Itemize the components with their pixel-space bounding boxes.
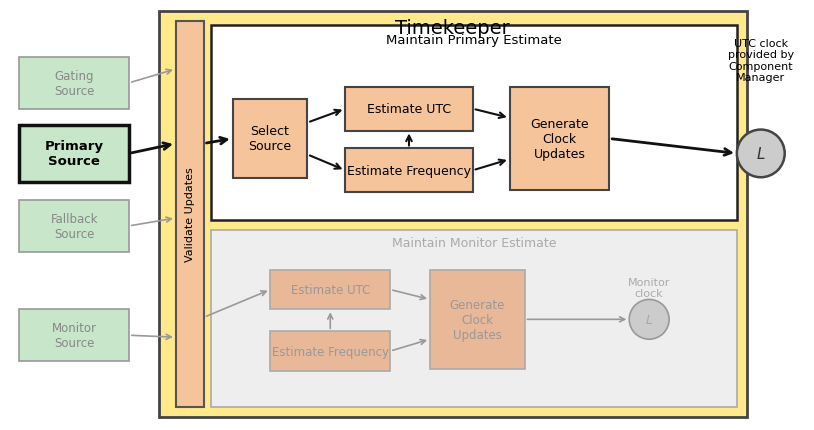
Text: Estimate UTC: Estimate UTC bbox=[367, 103, 451, 116]
FancyBboxPatch shape bbox=[20, 201, 129, 252]
Text: Validate Updates: Validate Updates bbox=[185, 167, 195, 262]
Text: UTC clock
provided by
Component
Manager: UTC clock provided by Component Manager bbox=[728, 39, 794, 83]
FancyBboxPatch shape bbox=[20, 310, 129, 361]
FancyBboxPatch shape bbox=[270, 332, 390, 371]
Text: Select
Source: Select Source bbox=[248, 125, 291, 153]
FancyBboxPatch shape bbox=[159, 12, 746, 417]
FancyBboxPatch shape bbox=[211, 26, 737, 221]
Circle shape bbox=[629, 300, 669, 339]
Text: Primary
Source: Primary Source bbox=[45, 140, 103, 168]
Text: Gating
Source: Gating Source bbox=[54, 70, 94, 98]
Text: Timekeeper: Timekeeper bbox=[396, 18, 510, 38]
FancyBboxPatch shape bbox=[345, 149, 473, 193]
Text: L: L bbox=[756, 147, 765, 162]
FancyBboxPatch shape bbox=[430, 270, 524, 369]
Text: Generate
Clock
Updates: Generate Clock Updates bbox=[530, 118, 589, 161]
Text: Maintain Primary Estimate: Maintain Primary Estimate bbox=[386, 34, 562, 46]
FancyBboxPatch shape bbox=[510, 88, 610, 191]
FancyBboxPatch shape bbox=[270, 270, 390, 310]
FancyBboxPatch shape bbox=[233, 99, 308, 179]
Text: Estimate Frequency: Estimate Frequency bbox=[347, 164, 471, 177]
Circle shape bbox=[737, 130, 785, 178]
FancyBboxPatch shape bbox=[211, 230, 737, 407]
Text: Generate
Clock
Updates: Generate Clock Updates bbox=[449, 298, 505, 341]
Text: Monitor
Source: Monitor Source bbox=[51, 322, 97, 350]
FancyBboxPatch shape bbox=[176, 22, 204, 407]
Text: L: L bbox=[646, 313, 653, 326]
Text: Estimate UTC: Estimate UTC bbox=[291, 283, 370, 296]
Text: Maintain Monitor Estimate: Maintain Monitor Estimate bbox=[392, 237, 556, 250]
FancyBboxPatch shape bbox=[20, 58, 129, 109]
FancyBboxPatch shape bbox=[20, 125, 129, 183]
Text: Fallback
Source: Fallback Source bbox=[50, 212, 98, 240]
Text: Estimate Frequency: Estimate Frequency bbox=[272, 345, 389, 358]
FancyBboxPatch shape bbox=[345, 88, 473, 131]
Text: Monitor
clock: Monitor clock bbox=[628, 277, 671, 298]
